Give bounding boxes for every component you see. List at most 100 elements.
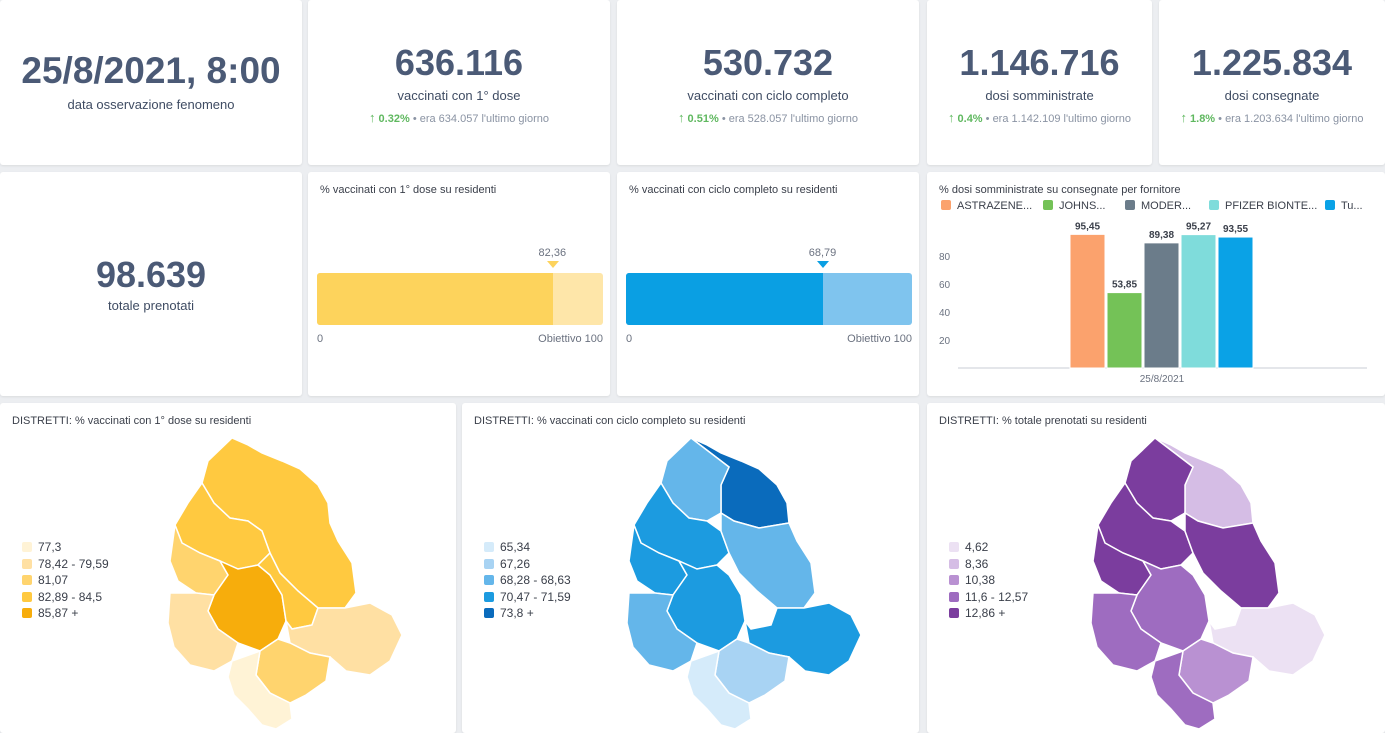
bar-value-label: 53,85 — [1112, 280, 1137, 291]
bar — [1143, 242, 1180, 369]
bar — [1106, 292, 1143, 369]
administered-value: 1.146.716 — [959, 42, 1120, 83]
map-bookings-card: DISTRETTI: % totale prenotati su residen… — [927, 403, 1385, 733]
date-value: 25/8/2021, 8:00 — [21, 50, 281, 91]
umbria-map-full-cycle — [626, 437, 862, 730]
progress-first-dose-goal: Obiettivo 100 — [538, 333, 603, 345]
bar-value-label: 89,38 — [1149, 230, 1174, 241]
map-legend-label: 4,62 — [965, 540, 989, 554]
y-tick-label: 20 — [939, 336, 951, 347]
map-first-dose-legend: 77,3 78,42 - 79,59 81,07 82,89 - 84,5 85,87 … — [22, 540, 109, 623]
progress-first-dose-bar — [317, 273, 603, 325]
first-dose-prev: • era 634.057 l'ultimo giorno — [412, 113, 550, 125]
full-cycle-prev: • era 528.057 l'ultimo giorno — [721, 113, 859, 125]
arrow-up-icon: ↑ — [368, 110, 376, 125]
legend-swatch — [1125, 200, 1135, 210]
map-legend-label: 12,86 + — [965, 606, 1006, 620]
kpi-administered-card: 1.146.716 dosi somministrate ↑ 0.4% • er… — [927, 0, 1152, 165]
map-legend-swatch — [484, 575, 494, 585]
map-legend-swatch — [949, 558, 959, 569]
umbria-map-bookings — [1090, 437, 1326, 730]
legend-swatch — [1325, 200, 1335, 210]
map-legend-label: 65,34 — [500, 540, 531, 554]
bar-value-label: 95,27 — [1186, 222, 1211, 233]
progress-full-cycle-card: % vaccinati con ciclo completo su reside… — [617, 172, 919, 396]
map-legend-label: 81,07 — [38, 573, 69, 587]
legend-label: MODER... — [1141, 200, 1192, 212]
map-legend-swatch — [949, 608, 959, 618]
full-cycle-pct: 0.51% — [687, 113, 719, 125]
legend-swatch — [941, 200, 951, 210]
progress-full-cycle-goal: Obiettivo 100 — [847, 333, 912, 345]
y-tick-label: 60 — [939, 280, 951, 291]
kpi-date-card: 25/8/2021, 8:00 data osservazione fenome… — [0, 0, 302, 165]
map-legend-swatch — [484, 608, 494, 618]
kpi-first-dose-card: 636.116 vaccinati con 1° dose ↑ 0.32% • … — [308, 0, 610, 165]
map-legend-swatch — [22, 608, 32, 618]
map-bookings-legend: 4,62 8,36 10,38 11,6 - 12,57 12,86 + — [949, 540, 1028, 623]
progress-full-cycle-min: 0 — [626, 333, 633, 345]
y-tick-label: 80 — [939, 252, 951, 263]
full-cycle-trend: ↑ 0.51% • era 528.057 l'ultimo giorno — [617, 110, 919, 125]
bar-value-label: 95,45 — [1075, 221, 1100, 232]
legend-item[interactable]: MODER... — [1125, 200, 1191, 212]
progress-first-dose-value-label: 82,36 — [538, 247, 567, 259]
map-legend-item: 77,3 — [22, 540, 109, 557]
arrow-up-icon: ↑ — [677, 110, 685, 125]
delivered-pct: 1.8% — [1190, 113, 1216, 125]
delivered-prev: • era 1.203.634 l'ultimo giorno — [1218, 113, 1364, 125]
bookings-label: totale prenotati — [107, 298, 194, 313]
map-first-dose-card: DISTRETTI: % vaccinati con 1° dose su re… — [0, 403, 456, 733]
map-legend-swatch — [484, 558, 494, 569]
progress-first-dose-min: 0 — [317, 333, 324, 345]
administered-trend: ↑ 0.4% • era 1.142.109 l'ultimo giorno — [927, 110, 1152, 125]
map-legend-swatch — [484, 542, 494, 552]
legend-item[interactable]: PFIZER BIONTE... — [1209, 200, 1317, 212]
map-legend-label: 68,28 - 68,63 — [500, 573, 571, 587]
arrow-up-icon: ↑ — [947, 110, 955, 125]
bookings-value: 98.639 — [95, 254, 207, 295]
progress-full-cycle-title: % vaccinati con ciclo completo su reside… — [629, 184, 838, 196]
map-legend-swatch — [22, 575, 32, 585]
map-legend-label: 73,8 + — [500, 606, 534, 620]
date-label: data osservazione fenomeno — [67, 97, 235, 112]
umbria-map-first-dose — [167, 437, 403, 730]
first-dose-pct: 0.32% — [378, 113, 410, 125]
map-full-cycle-title: DISTRETTI: % vaccinati con ciclo complet… — [474, 415, 746, 427]
kpi-bookings-card: 98.639 totale prenotati — [0, 172, 302, 396]
kpi-full-cycle-card: 530.732 vaccinati con ciclo completo ↑ 0… — [617, 0, 919, 165]
legend-label: JOHNS... — [1059, 200, 1106, 212]
map-legend-item: 8,36 — [949, 557, 1028, 574]
first-dose-trend: ↑ 0.32% • era 634.057 l'ultimo giorno — [308, 110, 610, 125]
map-legend-item: 78,42 - 79,59 — [22, 557, 109, 574]
supplier-bar-chart: 20 40 60 80 95,45 53,85 89,38 95,27 93,55 25/8/20… — [939, 221, 1367, 385]
legend-item[interactable]: ASTRAZENE... — [941, 200, 1032, 212]
map-legend-item: 68,28 - 68,63 — [484, 573, 571, 590]
map-legend-label: 85,87 + — [38, 606, 79, 620]
progress-first-dose-title: % vaccinati con 1° dose su residenti — [320, 184, 497, 196]
delivered-value: 1.225.834 — [1191, 42, 1353, 83]
first-dose-value: 636.116 — [394, 42, 524, 83]
legend-item[interactable]: Tu... — [1325, 200, 1363, 212]
legend-item[interactable]: JOHNS... — [1043, 200, 1105, 212]
supplier-chart-title: % dosi somministrate su consegnate per f… — [939, 184, 1181, 196]
map-legend-item: 11,6 - 12,57 — [949, 590, 1028, 607]
map-first-dose-title: DISTRETTI: % vaccinati con 1° dose su re… — [12, 415, 252, 427]
legend-label: Tu... — [1341, 200, 1363, 212]
map-legend-swatch — [949, 575, 959, 585]
arrow-up-icon: ↑ — [1180, 110, 1187, 125]
first-dose-label: vaccinati con 1° dose — [397, 88, 521, 103]
x-tick-label: 25/8/2021 — [1140, 374, 1185, 385]
legend-label: ASTRAZENE... — [957, 200, 1033, 212]
map-legend-item: 4,62 — [949, 540, 1028, 557]
map-full-cycle-card: DISTRETTI: % vaccinati con ciclo complet… — [462, 403, 919, 733]
map-legend-label: 77,3 — [38, 540, 62, 554]
full-cycle-label: vaccinati con ciclo completo — [687, 88, 849, 103]
map-legend-swatch — [949, 542, 959, 552]
supplier-chart-legend: ASTRAZENE... JOHNS... MODER... PFIZER BIONT… — [941, 200, 1381, 216]
map-legend-label: 11,6 - 12,57 — [965, 589, 1029, 604]
administered-label: dosi somministrate — [985, 88, 1094, 103]
map-legend-label: 67,26 — [500, 556, 531, 571]
map-legend-swatch — [22, 591, 32, 602]
map-legend-label: 10,38 — [965, 573, 996, 587]
